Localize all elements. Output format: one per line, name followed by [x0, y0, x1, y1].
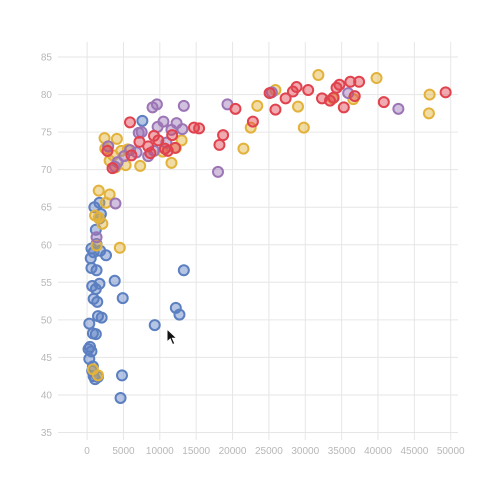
x-tick-label: 35000	[328, 446, 356, 457]
data-point	[144, 147, 157, 160]
x-tick-label: 20000	[219, 446, 247, 457]
data-point	[279, 92, 292, 105]
y-tick-label: 65	[41, 203, 53, 214]
data-point	[89, 328, 102, 341]
x-tick-label: 40000	[364, 446, 392, 457]
y-tick-label: 50	[41, 315, 53, 326]
data-point	[237, 142, 250, 155]
data-point	[251, 99, 264, 112]
data-point	[176, 123, 189, 136]
data-point	[312, 69, 325, 82]
data-point	[377, 96, 390, 109]
data-point	[302, 84, 315, 97]
data-point	[148, 319, 161, 332]
data-point	[166, 129, 179, 142]
data-point	[213, 138, 226, 151]
x-tick-label: 25000	[255, 446, 283, 457]
y-tick-label: 60	[41, 240, 53, 251]
data-point	[246, 115, 259, 128]
data-point	[92, 369, 104, 382]
data-point	[116, 292, 129, 305]
data-point	[114, 391, 127, 404]
y-tick-label: 40	[41, 390, 53, 401]
data-point	[263, 87, 276, 100]
x-tick-label: 30000	[291, 446, 319, 457]
x-tick-label: 5000	[112, 446, 135, 457]
data-point	[348, 90, 361, 103]
data-point	[177, 264, 190, 277]
y-tick-label: 45	[41, 353, 53, 364]
x-tick-label: 0	[84, 446, 90, 457]
data-point	[85, 262, 98, 275]
y-tick-label: 70	[41, 165, 53, 176]
data-point	[95, 311, 108, 324]
data-point	[173, 308, 186, 321]
data-point	[422, 107, 435, 120]
data-point	[116, 369, 128, 382]
data-point	[290, 81, 303, 94]
data-point	[124, 116, 136, 129]
data-point	[92, 184, 105, 197]
data-point	[106, 162, 119, 175]
x-tick-label: 15000	[182, 446, 210, 457]
data-point	[157, 115, 170, 128]
data-point	[110, 132, 123, 145]
data-point	[103, 188, 116, 201]
data-point	[90, 231, 103, 244]
y-tick-label: 85	[41, 53, 53, 64]
data-point	[337, 101, 350, 114]
data-point	[212, 165, 224, 178]
series-group	[101, 75, 452, 175]
x-tick-label: 45000	[400, 446, 428, 457]
data-point	[333, 78, 346, 91]
data-point	[217, 129, 230, 142]
data-point	[297, 121, 310, 134]
data-point	[229, 102, 242, 115]
data-point	[125, 149, 138, 162]
data-point	[370, 72, 383, 85]
data-point	[344, 75, 357, 88]
data-point	[93, 277, 106, 290]
x-axis-tick-labels: 0 5000 10000 15000 20000 25000 30000 35000 40000…	[84, 446, 465, 457]
data-point	[353, 75, 366, 88]
data-point	[83, 317, 96, 330]
data-point	[169, 141, 182, 154]
y-axis-tick-labels: 35 40 45 50 55 60 65 70 75 80 85	[41, 53, 53, 439]
data-point	[113, 241, 126, 254]
y-tick-label: 80	[41, 90, 53, 101]
data-point	[92, 211, 105, 224]
data-point	[439, 86, 452, 99]
data-point	[327, 91, 340, 104]
data-point	[100, 249, 112, 262]
y-tick-label: 35	[41, 428, 53, 439]
x-tick-label: 10000	[146, 446, 174, 457]
data-point	[136, 114, 149, 127]
data-point	[108, 274, 121, 287]
data-point	[152, 134, 165, 147]
data-point	[165, 156, 178, 169]
data-point	[91, 295, 104, 308]
data-point	[175, 134, 188, 147]
data-point	[134, 159, 147, 172]
mouse-pointer-icon	[166, 328, 178, 346]
x-tick-label: 50000	[437, 446, 465, 457]
data-point	[101, 144, 114, 157]
data-points	[82, 69, 452, 404]
data-point	[423, 88, 436, 101]
y-tick-label: 55	[41, 278, 53, 289]
data-point	[135, 126, 148, 139]
y-tick-label: 75	[41, 128, 53, 139]
data-point	[90, 239, 103, 252]
data-point	[392, 102, 405, 115]
data-point	[193, 122, 206, 135]
data-point	[292, 100, 304, 113]
data-point	[150, 98, 163, 111]
series-group	[82, 114, 190, 404]
data-point	[269, 103, 282, 116]
data-point	[96, 217, 109, 230]
data-point	[109, 197, 122, 210]
data-point	[177, 99, 190, 112]
